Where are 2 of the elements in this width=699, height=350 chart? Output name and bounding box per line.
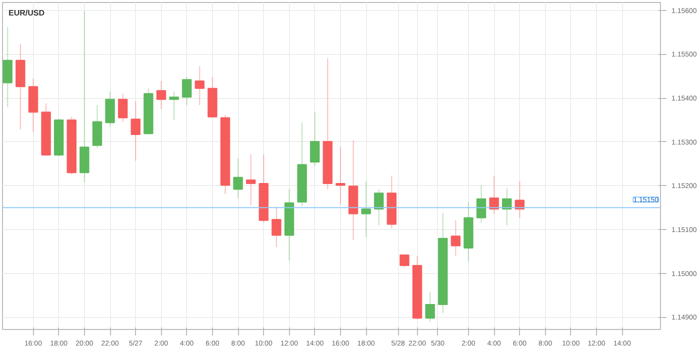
text: EUR/USD: [8, 8, 45, 18]
candlestick: [400, 254, 410, 268]
